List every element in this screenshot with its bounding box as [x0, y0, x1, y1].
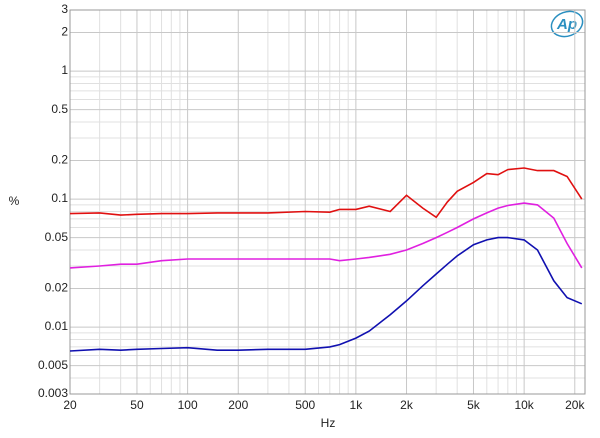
data-line: [69, 167, 583, 219]
y-tick-label: 1: [61, 63, 68, 77]
x-tick-label: 20k: [565, 398, 585, 412]
x-tick-label: 200: [228, 398, 248, 412]
y-tick-label: 3: [61, 2, 68, 16]
x-tick-label: 5k: [467, 398, 481, 412]
y-tick-label: 2: [61, 25, 68, 39]
x-tick-label: 500: [295, 398, 315, 412]
x-tick-label: 100: [178, 398, 198, 412]
y-tick-label: 0.02: [45, 281, 69, 295]
x-tick-label: 50: [130, 398, 144, 412]
y-tick-label: 0.1: [51, 191, 68, 205]
x-tick-label: 20: [63, 398, 77, 412]
y-axis-label: %: [9, 194, 20, 208]
x-tick-label: 2k: [400, 398, 414, 412]
data-line: [69, 202, 583, 269]
y-tick-label: 0.5: [51, 102, 68, 116]
x-tick-label: 1k: [350, 398, 364, 412]
y-tick-label: 0.2: [51, 153, 68, 167]
y-tick-label: 0.005: [38, 358, 68, 372]
x-tick-label: 10k: [514, 398, 534, 412]
y-tick-label: 0.01: [45, 319, 69, 333]
y-tick-label: 0.003: [38, 386, 68, 400]
x-axis-label: Hz: [321, 416, 336, 430]
logo-text: Ap: [556, 16, 577, 33]
logo-swoosh: [550, 10, 584, 38]
data-line: [69, 236, 583, 352]
plot-border: [69, 9, 586, 395]
logo: Ap: [550, 10, 584, 38]
y-tick-label: 0.05: [45, 230, 69, 244]
